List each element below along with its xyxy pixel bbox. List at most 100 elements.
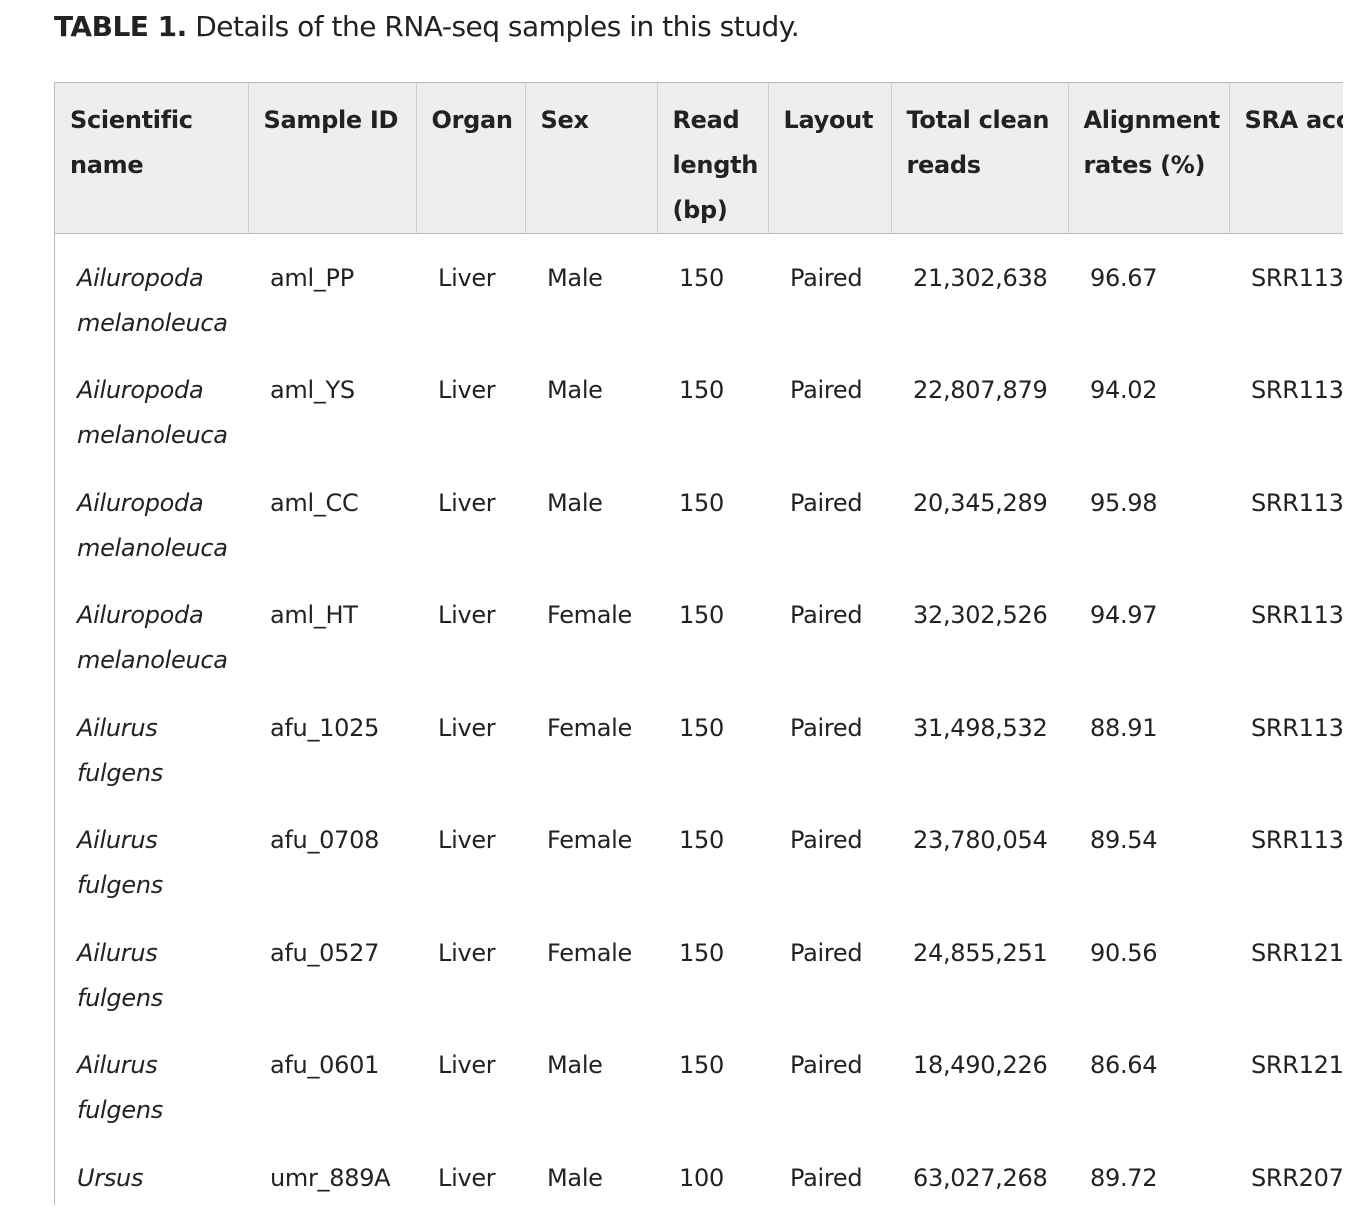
species-cell: Ailurus fulgens bbox=[77, 713, 163, 787]
table-cell: 150 bbox=[679, 938, 724, 967]
table-cell: Paired bbox=[790, 488, 863, 517]
table-cell: SRR113 bbox=[1251, 488, 1343, 517]
table-cell: Female bbox=[547, 601, 632, 629]
table-cell: SRR113 bbox=[1251, 601, 1343, 629]
table-cell: 63,027,268 bbox=[913, 1163, 1048, 1192]
table-cell: 100 bbox=[679, 1163, 724, 1192]
column-header: Read length (bp) bbox=[657, 82, 769, 234]
table-cell: Paired bbox=[790, 938, 863, 967]
table-cell: 150 bbox=[679, 1051, 724, 1079]
table-cell: afu_0708 bbox=[270, 826, 380, 854]
table-cell: 150 bbox=[679, 601, 724, 629]
table-cell: SRR113 bbox=[1251, 376, 1343, 404]
table-cell: Male bbox=[547, 488, 603, 517]
table-cell: 31,498,532 bbox=[913, 713, 1048, 742]
table-cell: 23,780,054 bbox=[913, 826, 1048, 854]
table-cell: aml_CC bbox=[270, 488, 359, 517]
species-cell: Ailurus fulgens bbox=[77, 826, 163, 899]
table-cell: SRR121 bbox=[1251, 1051, 1343, 1079]
table-cell: 90.56 bbox=[1090, 938, 1158, 967]
table-row: Ailuropoda melanoleuca aml_CC Liver Male 150… bbox=[55, 459, 1343, 572]
species-cell: Ailuropoda melanoleuca bbox=[77, 601, 228, 674]
table-cell: aml_HT bbox=[270, 601, 358, 629]
column-header: Layout bbox=[768, 82, 892, 234]
table-cell: SRR207 bbox=[1251, 1163, 1343, 1192]
header-row: Scientific name Sample ID Organ Sex Read len… bbox=[55, 82, 1343, 234]
table-cell: 24,855,251 bbox=[913, 938, 1048, 967]
table-cell: Liver bbox=[438, 601, 496, 629]
table-cell: Male bbox=[547, 376, 603, 404]
table-row: Ailurus fulgens afu_0527 Liver Female 150 Pai… bbox=[55, 909, 1343, 1022]
table-cell: aml_YS bbox=[270, 376, 355, 404]
table-cell: 95.98 bbox=[1090, 488, 1158, 517]
table-cell: aml_PP bbox=[270, 264, 354, 292]
table-cell: SRR121 bbox=[1251, 938, 1343, 967]
table-cell: Paired bbox=[790, 1163, 863, 1192]
species-cell: Ailuropoda melanoleuca bbox=[77, 488, 228, 562]
table-cell: 96.67 bbox=[1090, 264, 1158, 292]
table-cell: 22,807,879 bbox=[913, 376, 1048, 404]
table-caption: TABLE 1. Details of the RNA-seq samples … bbox=[54, 10, 800, 43]
table-cell: SRR113 bbox=[1251, 713, 1343, 742]
table-row: Ailurus fulgens afu_0601 Liver Male 150 Paire… bbox=[55, 1021, 1343, 1134]
table-cell: Paired bbox=[790, 601, 863, 629]
table-cell: Paired bbox=[790, 826, 863, 854]
table-cell: 150 bbox=[679, 376, 724, 404]
table-cell: Liver bbox=[438, 826, 496, 854]
table-cell: 89.54 bbox=[1090, 826, 1158, 854]
table-row: Ursus umr_889A Liver Male 100 Paired 63,027,26… bbox=[55, 1134, 1343, 1206]
table-row: Ailuropoda melanoleuca aml_PP Liver Male 150… bbox=[55, 234, 1343, 347]
table-cell: 20,345,289 bbox=[913, 488, 1048, 517]
table-cell: SRR113 bbox=[1251, 264, 1343, 292]
table-cell: Male bbox=[547, 264, 603, 292]
table-cell: Female bbox=[547, 938, 632, 967]
table-cell: Male bbox=[547, 1051, 603, 1079]
caption-label: TABLE 1. bbox=[54, 10, 187, 43]
table-cell: 94.02 bbox=[1090, 376, 1158, 404]
table-cell: afu_0601 bbox=[270, 1051, 380, 1079]
table-cell: Liver bbox=[438, 264, 496, 292]
table-cell: 89.72 bbox=[1090, 1163, 1158, 1192]
column-header: Sample ID bbox=[248, 82, 417, 234]
species-cell: Ailurus fulgens bbox=[77, 938, 163, 1012]
table-body: Ailuropoda melanoleuca aml_PP Liver Male 150… bbox=[55, 234, 1343, 1206]
column-header: SRA accession bbox=[1229, 82, 1343, 234]
table-cell: 150 bbox=[679, 713, 724, 742]
table-cell: Liver bbox=[438, 1163, 496, 1192]
table-cell: afu_0527 bbox=[270, 938, 380, 967]
table-cell: 18,490,226 bbox=[913, 1051, 1048, 1079]
table-cell: Liver bbox=[438, 376, 496, 404]
table-cell: 88.91 bbox=[1090, 713, 1158, 742]
table-cell: Liver bbox=[438, 713, 496, 742]
species-cell: Ursus bbox=[77, 1163, 144, 1192]
column-header: Scientific name bbox=[55, 82, 249, 234]
column-header: Alignment rates (%) bbox=[1068, 82, 1230, 234]
table-cell: Paired bbox=[790, 376, 863, 404]
data-table: Scientific name Sample ID Organ Sex Read len… bbox=[55, 82, 1343, 1205]
table-cell: Female bbox=[547, 713, 632, 742]
table-cell: 94.97 bbox=[1090, 601, 1158, 629]
caption-text: Details of the RNA-seq samples in this s… bbox=[195, 10, 800, 43]
column-header: Organ bbox=[416, 82, 526, 234]
table-cell: Paired bbox=[790, 713, 863, 742]
table-cell: 32,302,526 bbox=[913, 601, 1048, 629]
table-row: Ailurus fulgens afu_0708 Liver Female 150 Pai… bbox=[55, 796, 1343, 909]
table-row: Ailurus fulgens afu_1025 Liver Female 150 Pai… bbox=[55, 684, 1343, 797]
column-header: Sex bbox=[525, 82, 658, 234]
table-cell: Male bbox=[547, 1163, 603, 1192]
table-cell: afu_1025 bbox=[270, 713, 380, 742]
species-cell: Ailurus fulgens bbox=[77, 1051, 163, 1124]
species-cell: Ailuropoda melanoleuca bbox=[77, 264, 228, 337]
table-cell: Liver bbox=[438, 938, 496, 967]
table-cell: umr_889A bbox=[270, 1163, 391, 1192]
table-cell: SRR113 bbox=[1251, 826, 1343, 854]
table-container: Scientific name Sample ID Organ Sex Read len… bbox=[54, 82, 1343, 1205]
table-cell: 150 bbox=[679, 488, 724, 517]
table-cell: 150 bbox=[679, 264, 724, 292]
column-header: Total clean reads bbox=[891, 82, 1069, 234]
table-cell: 86.64 bbox=[1090, 1051, 1158, 1079]
table-cell: Paired bbox=[790, 1051, 863, 1079]
table-row: Ailuropoda melanoleuca aml_YS Liver Male 150… bbox=[55, 346, 1343, 459]
table-cell: 150 bbox=[679, 826, 724, 854]
